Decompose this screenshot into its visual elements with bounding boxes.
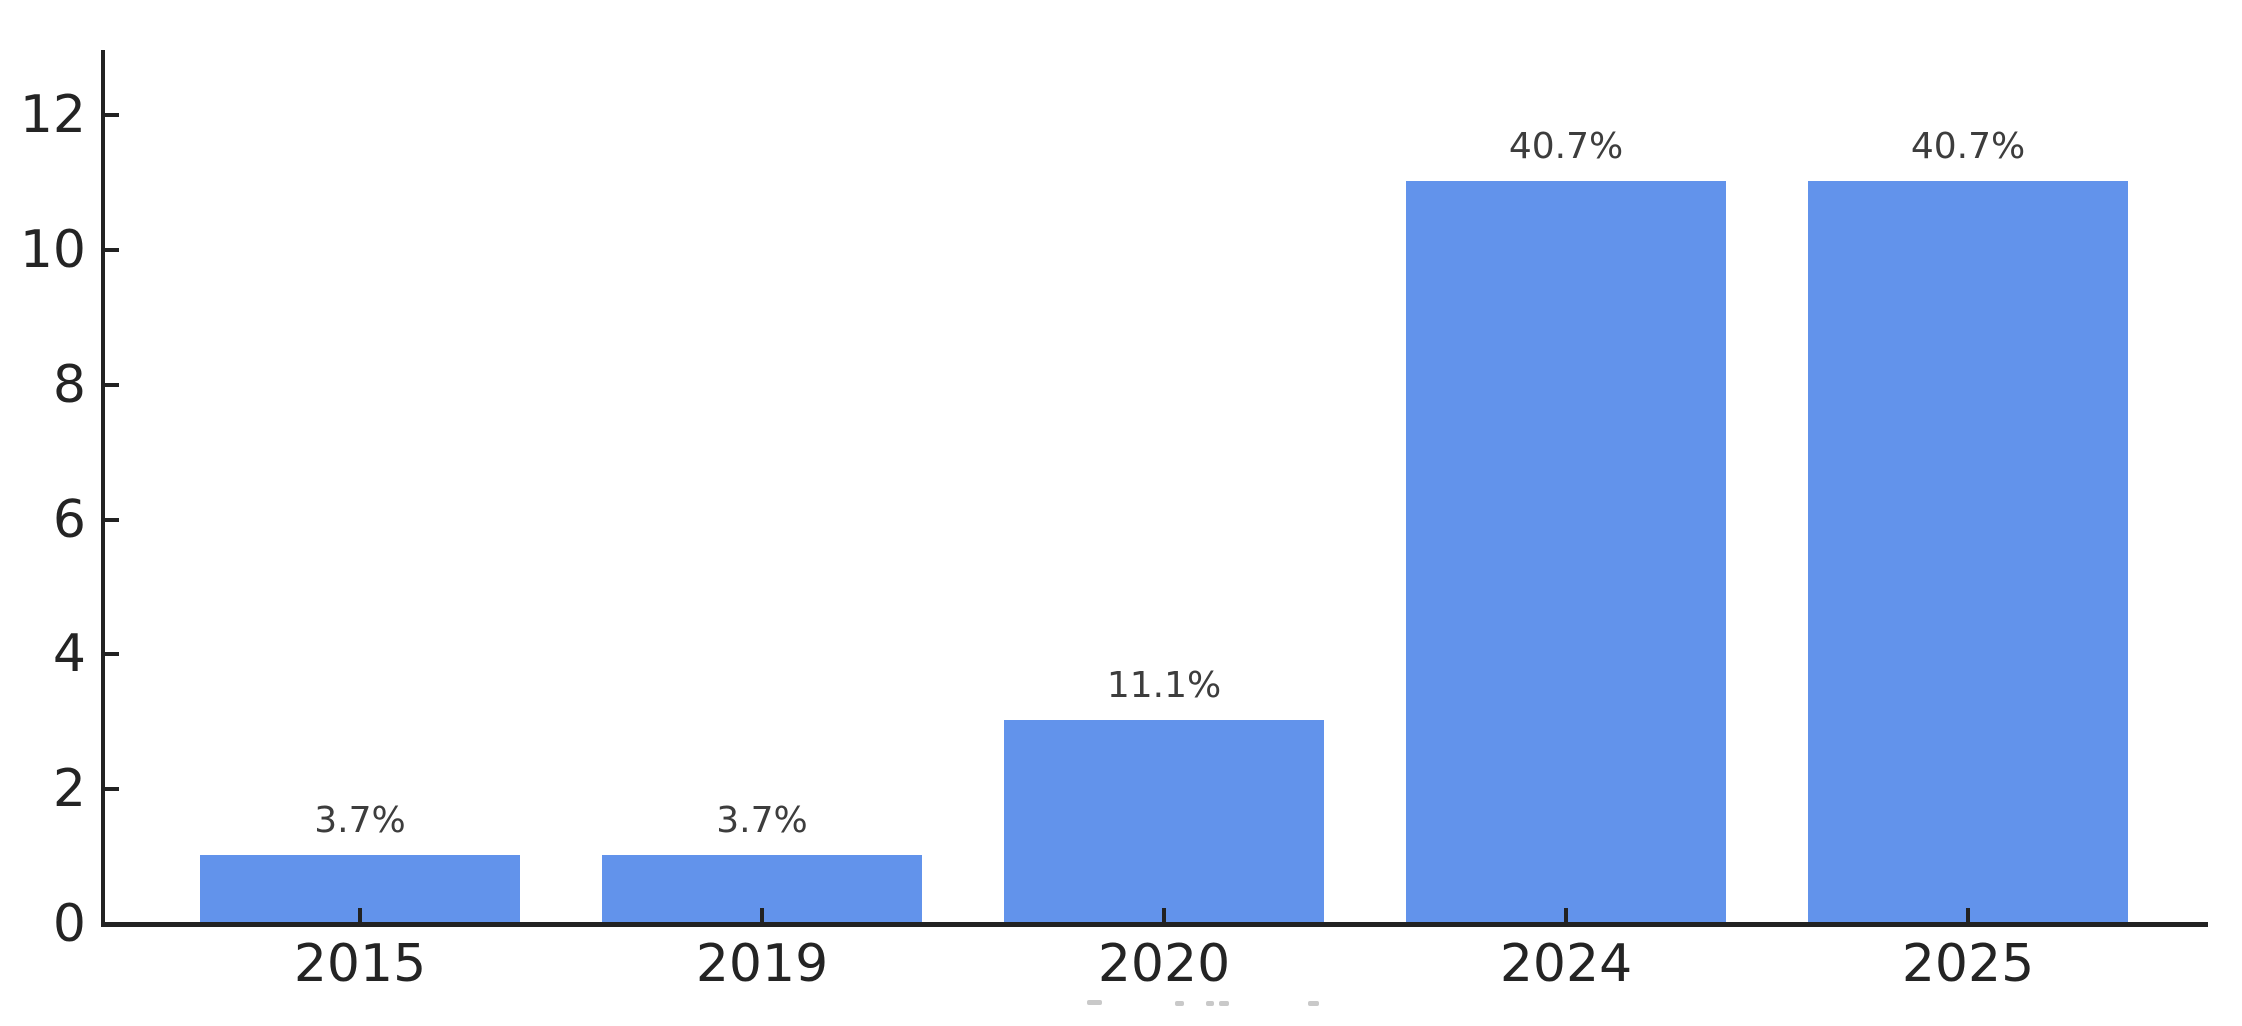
y-tick-mark bbox=[105, 383, 119, 387]
y-tick-label: 8 bbox=[52, 355, 86, 415]
x-axis-line bbox=[101, 922, 2208, 927]
y-tick-label: 12 bbox=[19, 85, 86, 145]
x-tick-label-2025: 2025 bbox=[1901, 934, 2035, 994]
cut-off-text-fragment bbox=[1219, 1001, 1229, 1006]
x-tick-mark bbox=[1966, 908, 1970, 922]
y-tick-label: 6 bbox=[52, 490, 86, 550]
y-tick-mark bbox=[105, 652, 119, 656]
bar-value-label-2015: 3.7% bbox=[314, 800, 406, 841]
y-tick-mark bbox=[105, 518, 119, 522]
cut-off-text-fragment bbox=[1087, 1000, 1102, 1005]
x-tick-mark bbox=[1162, 908, 1166, 922]
bar-value-label-2020: 11.1% bbox=[1106, 665, 1222, 706]
x-tick-label-2020: 2020 bbox=[1097, 934, 1231, 994]
y-tick-label: 2 bbox=[52, 759, 86, 819]
x-tick-label-2015: 2015 bbox=[293, 934, 427, 994]
cut-off-text-fragment bbox=[1308, 1001, 1319, 1006]
bar-2020 bbox=[1004, 720, 1324, 922]
y-tick-label: 0 bbox=[52, 894, 86, 954]
bar-value-label-2019: 3.7% bbox=[716, 800, 808, 841]
x-tick-label-2019: 2019 bbox=[695, 934, 829, 994]
y-tick-mark bbox=[105, 113, 119, 117]
x-tick-label-2024: 2024 bbox=[1499, 934, 1633, 994]
bar-2024 bbox=[1406, 181, 1726, 922]
y-tick-label: 10 bbox=[19, 220, 86, 280]
y-tick-mark bbox=[105, 787, 119, 791]
bar-value-label-2025: 40.7% bbox=[1910, 126, 2026, 167]
bar-value-label-2024: 40.7% bbox=[1508, 126, 1624, 167]
y-tick-label: 4 bbox=[52, 624, 86, 684]
y-axis-line bbox=[101, 50, 105, 927]
cut-off-text-fragment bbox=[1175, 1001, 1184, 1006]
y-tick-mark bbox=[105, 248, 119, 252]
x-tick-mark bbox=[358, 908, 362, 922]
x-tick-mark bbox=[760, 908, 764, 922]
cut-off-text-fragment bbox=[1206, 1001, 1214, 1006]
bar-2025 bbox=[1808, 181, 2128, 922]
x-tick-mark bbox=[1564, 908, 1568, 922]
y-tick-mark bbox=[105, 922, 119, 926]
